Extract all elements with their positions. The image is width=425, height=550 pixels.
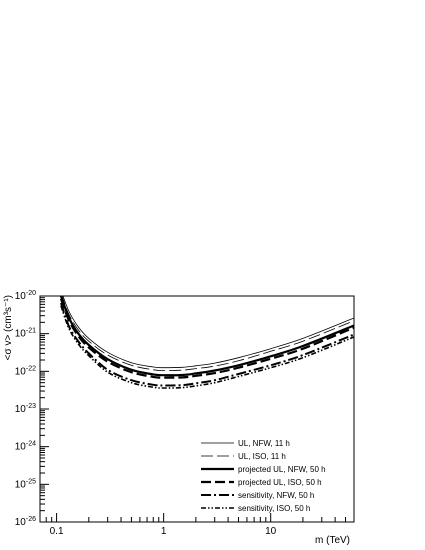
x-tick-label: 0.1	[50, 526, 64, 537]
plot-frame	[39, 295, 355, 523]
y-tick-label: 10-20	[15, 290, 36, 302]
series-line	[61, 296, 354, 371]
series-lines	[59, 296, 354, 389]
y-tick-label: 10-26	[15, 516, 36, 528]
y-tick-label: 10-24	[15, 441, 36, 453]
series-line	[60, 305, 354, 389]
y-tick-label: 10-23	[15, 403, 36, 415]
series-line	[60, 302, 354, 387]
series-line	[59, 298, 354, 379]
axis-ticks: 0.1 1 10 10-26 10-25 10-24 10-23 10-22 10-21 10-2…	[15, 290, 355, 537]
legend-label: projected UL, ISO, 50 h	[238, 478, 322, 487]
legend: UL, NFW, 11 h UL, ISO, 11 h projected UL, …	[201, 439, 326, 513]
legend-label: sensitivity, ISO, 50 h	[238, 504, 310, 513]
legend-label: UL, ISO, 11 h	[238, 452, 286, 461]
series-line	[62, 296, 354, 369]
x-tick-label: 10	[265, 526, 277, 537]
series-line	[59, 296, 354, 377]
legend-label: sensitivity, NFW, 50 h	[238, 491, 314, 500]
y-tick-label: 10-21	[15, 328, 36, 340]
x-tick-label: 1	[161, 526, 167, 537]
x-axis-title: m (TeV)	[315, 535, 350, 546]
y-tick-label: 10-25	[15, 478, 36, 490]
legend-label: UL, NFW, 11 h	[238, 439, 290, 448]
legend-label: projected UL, NFW, 50 h	[238, 465, 326, 474]
y-tick-label: 10-22	[15, 365, 36, 377]
y-axis-title: <σ v> (cm³s⁻¹)	[3, 295, 14, 360]
